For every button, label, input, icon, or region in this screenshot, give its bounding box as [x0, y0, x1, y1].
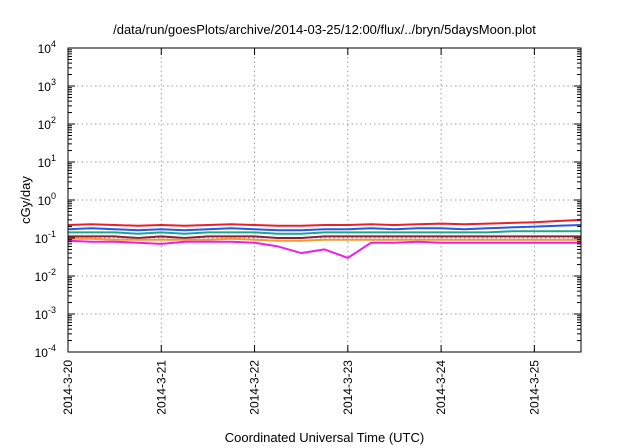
axis-ticks: 10-4 10-3 10-2 10-1 100 101 102 103 104 2014-3-20…	[35, 39, 581, 415]
series-line-1	[67, 218, 582, 227]
x-tick-label: 2014-3-24	[434, 360, 448, 415]
y-tick-label: 10-2	[35, 267, 56, 284]
x-axis-label: Coordinated Universal Time (UTC)	[225, 430, 424, 445]
y-tick-label: 104	[38, 39, 56, 56]
series-line-6	[67, 239, 581, 259]
y-tick-label: 10-3	[35, 305, 56, 322]
y-tick-label: 100	[38, 191, 56, 208]
x-tick-label: 2014-3-23	[341, 360, 355, 415]
x-tick-label: 2014-3-22	[248, 360, 262, 415]
series-line-5	[68, 237, 581, 242]
series-line-3	[68, 230, 581, 235]
y-tick-label: 102	[38, 115, 56, 132]
y-axis-label: cGy/day	[18, 176, 33, 224]
x-tick-label: 2014-3-20	[61, 360, 75, 415]
y-tick-label: 10-1	[35, 229, 56, 246]
y-tick-label: 10-4	[35, 343, 56, 360]
y-tick-label: 103	[38, 77, 56, 94]
series-line-2	[67, 224, 582, 232]
x-tick-label: 2014-3-21	[154, 360, 168, 415]
series-line-4	[68, 235, 581, 239]
x-tick-label: 2014-3-25	[527, 360, 541, 415]
chart-title: /data/run/goesPlots/archive/2014-03-25/1…	[113, 22, 536, 37]
y-tick-label: 101	[38, 153, 56, 170]
series-layer	[67, 218, 582, 259]
grid-lines	[68, 48, 581, 352]
